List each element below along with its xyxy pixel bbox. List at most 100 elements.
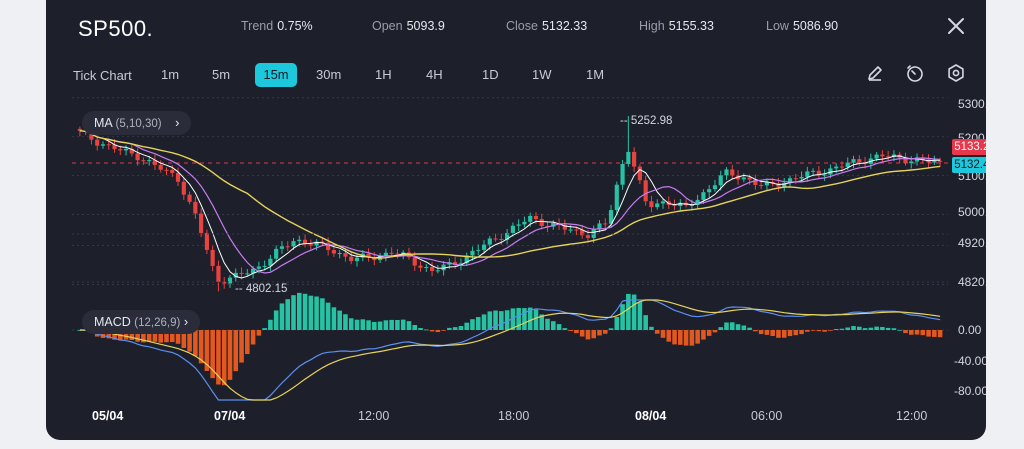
macd-histogram-bar [383, 320, 389, 330]
macd-signal-line [79, 299, 941, 401]
candle-body [689, 204, 694, 206]
candle-body [227, 277, 233, 284]
candle-body [811, 170, 816, 172]
tab-15m[interactable]: 15m [255, 63, 297, 87]
macd-histogram-bar [591, 330, 596, 339]
macd-histogram-bar [314, 296, 319, 330]
macd-histogram-bar [169, 330, 175, 343]
tab-30m[interactable]: 30m [316, 67, 342, 82]
macd-histogram-bar [377, 321, 383, 330]
macd-histogram-bar [678, 330, 683, 345]
candle-body [210, 249, 215, 266]
candle-body [129, 148, 134, 154]
candle-body [464, 255, 469, 264]
candle-body [279, 246, 285, 249]
macd-histogram-bar [135, 330, 140, 342]
macd-histogram-bar [464, 322, 469, 330]
candle-body [528, 215, 533, 222]
macd-histogram-bar [256, 330, 262, 336]
candle-body [493, 238, 498, 240]
ma-params: (5,10,30) [115, 118, 162, 130]
macd-histogram-bar [193, 330, 198, 357]
macd-histogram-bar [637, 301, 643, 330]
price-chart[interactable] [46, 0, 986, 440]
macd-histogram-bar [747, 327, 752, 330]
ma-indicator-pill[interactable]: MA (5,10,30) › [82, 111, 192, 135]
tab-1w[interactable]: 1W [532, 67, 552, 82]
candle-body [707, 189, 712, 193]
candle-body [539, 219, 544, 227]
candle-body [395, 253, 400, 255]
macd-line [79, 299, 941, 401]
macd-axis-label: -40.00 [954, 354, 986, 368]
close-icon[interactable] [944, 14, 968, 38]
candle-body [522, 221, 527, 225]
macd-histogram-bar [857, 326, 862, 330]
macd-histogram-bar [926, 330, 931, 337]
tab-4h[interactable]: 4H [426, 67, 443, 82]
chart-card: SP500. Trend 0.75% Open 5093.9 Close 5132.3… [46, 0, 986, 440]
macd-histogram-bar [325, 302, 331, 330]
tab-5m[interactable]: 5m [212, 67, 231, 82]
macd-histogram-bar [735, 324, 741, 330]
macd-histogram-bar [822, 330, 827, 332]
high-annotation: -- 5252.98 [620, 115, 673, 127]
macd-indicator-pill[interactable]: MACD (12,26,9) › [82, 310, 201, 334]
candle-body [568, 229, 573, 231]
macd-histogram-bar [816, 330, 822, 332]
macd-histogram-bar [112, 330, 117, 340]
macd-histogram-bar [799, 330, 804, 335]
macd-histogram-bar [880, 326, 885, 330]
macd-histogram-bar [164, 330, 169, 343]
macd-histogram-bar [903, 330, 908, 334]
macd-histogram-bar [129, 330, 135, 341]
macd-histogram-bar [701, 330, 706, 340]
macd-histogram-bar [400, 319, 406, 330]
candle-body [193, 201, 198, 214]
timer-icon[interactable] [904, 62, 926, 84]
candle-body [435, 270, 440, 272]
chevron-right-icon: › [175, 115, 180, 130]
candle-body [354, 257, 360, 262]
macd-histogram-bar [418, 328, 423, 330]
chart-type-label[interactable]: Tick Chart [73, 68, 132, 83]
macd-histogram-bar [868, 327, 874, 330]
candle-body [297, 239, 302, 242]
stat-low: Low 5086.90 [766, 19, 839, 33]
candle-body [655, 203, 660, 208]
macd-histogram-bar [204, 330, 210, 371]
candle-body [152, 160, 158, 165]
price-axis-label: 4820.00 [958, 275, 986, 289]
macd-histogram-bar [839, 328, 845, 330]
candle-body [608, 210, 614, 224]
macd-histogram-bar [626, 293, 631, 330]
tab-1m[interactable]: 1m [161, 67, 180, 82]
tab-1m-month[interactable]: 1M [586, 67, 605, 82]
macd-histogram-bar [643, 315, 648, 330]
candle-body [106, 144, 111, 146]
macd-axis-label: -80.00 [954, 384, 986, 398]
price-axis-label: 5300.00 [958, 97, 986, 111]
candle-body [533, 215, 539, 220]
macd-histogram-bar [937, 330, 943, 338]
macd-histogram-bar [360, 319, 366, 330]
macd-histogram-bar [897, 329, 902, 331]
candle-body [251, 268, 256, 274]
macd-histogram-bar [158, 330, 163, 343]
stat-high: High 5155.33 [639, 19, 714, 33]
pencil-icon[interactable] [864, 62, 886, 84]
candle-body [320, 241, 325, 243]
candle-body [505, 232, 510, 240]
macd-histogram-bar [862, 328, 868, 330]
settings-icon[interactable] [945, 62, 967, 84]
candle-body [643, 180, 648, 202]
tab-1h[interactable]: 1H [375, 67, 392, 82]
macd-histogram-bar [406, 321, 412, 330]
macd-histogram-bar [920, 330, 926, 336]
macd-histogram-bar [198, 330, 204, 364]
tab-1d[interactable]: 1D [482, 67, 499, 82]
candle-body [857, 159, 862, 163]
ma-name: MA [94, 116, 113, 130]
macd-histogram-bar [793, 330, 799, 336]
candle-body [718, 175, 723, 186]
